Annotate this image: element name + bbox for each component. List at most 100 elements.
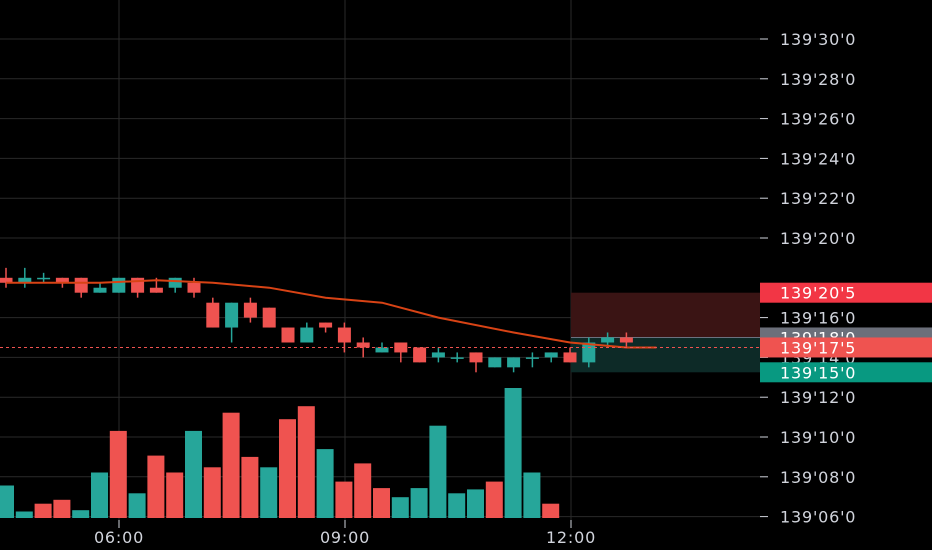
candle-body [149,287,163,293]
candle-body [225,302,239,328]
take-profit-zone [571,337,760,373]
candle [619,332,633,348]
candle [93,282,107,293]
volume-bar [279,419,296,518]
volume-bar [72,510,90,518]
candle [450,352,464,363]
last-price-label-text: 139'17'5 [780,338,856,357]
last-price-label-bg [760,337,932,358]
candle-body [488,357,502,368]
volume-bar [448,493,466,518]
candle [243,297,257,323]
candle-body [507,357,521,368]
stop-price-label: 139'20'5 [760,282,932,303]
volume-bar [34,503,52,518]
volume-bar [485,481,503,518]
volume-bar [297,406,315,518]
volume-bars [0,388,560,518]
candle [300,322,314,343]
moving-average-line [6,279,657,349]
candle-body [206,302,220,328]
candle-body [413,347,427,363]
target-price-label: 139'15'0 [760,362,932,383]
candle-body [168,277,182,288]
candle [18,267,32,288]
candle [507,357,521,373]
volume-bar [91,472,108,518]
candle-body [262,307,276,328]
grid-layer [0,0,760,520]
candle-body [619,337,633,343]
volume-bar [523,472,541,518]
volume-bar [147,455,165,518]
candle [74,277,88,298]
volume-bar [429,425,447,518]
x-tick-label: 12:00 [546,528,596,547]
candle-body [431,352,445,358]
time-axis[interactable]: 06:00 09:00 12:00 [94,520,596,547]
candle-body [55,277,69,283]
y-tick-label: 139'06'0 [780,508,856,527]
candle-body [563,352,577,363]
candle [319,322,333,333]
volume-bar [335,481,353,518]
candle [281,327,295,343]
volume-bar [373,488,390,518]
candle-body [469,352,483,363]
candle-body [243,302,257,318]
y-tick-label: 139'20'0 [780,229,856,248]
volume-bar [467,489,484,518]
candle [0,267,13,288]
candle-body [187,282,201,293]
candle [563,347,577,363]
candle-body [544,352,558,358]
volume-bar [166,472,184,518]
stop-price-label-text: 139'20'5 [780,284,856,303]
volume-bar [109,430,127,518]
stop-price-label-bg [760,282,932,303]
candle [544,352,558,363]
volume-bar [241,456,259,518]
candle [394,342,408,363]
y-tick-label: 139'22'0 [780,189,856,208]
candle [225,302,239,343]
candle-body [93,287,107,293]
y-tick-label: 139'28'0 [780,70,856,89]
volume-bar [203,467,221,518]
candle [469,352,483,373]
candle-body [300,327,314,343]
target-price-label-bg [760,362,932,383]
candle-body [450,357,464,359]
candle [413,347,427,363]
candle-body [0,277,13,283]
candle-body [112,277,126,293]
price-axis[interactable]: 139'30'0 139'28'0 139'26'0 139'24'0 139'22'0… [760,30,856,527]
candle-body [394,342,408,353]
candle-body [18,277,32,283]
candle-body [582,342,596,363]
volume-bar [410,488,428,518]
volume-bar [185,430,202,518]
y-tick-label: 139'10'0 [780,428,856,447]
volume-bar [15,511,33,518]
volume-bar [542,503,560,518]
candle-body [525,357,539,359]
volume-bar [260,467,278,518]
stop-loss-zone [571,292,760,338]
candle [206,297,220,328]
y-tick-label: 139'24'0 [780,149,856,168]
last-price-label: 139'17'5 [760,337,932,358]
candle [582,337,596,368]
y-tick-label: 139'08'0 [780,468,856,487]
candle-body [37,277,51,280]
candle-body [601,337,615,343]
volume-bar [504,388,522,518]
volume-bar [222,412,240,518]
candle-body [281,327,295,343]
candle-body [74,277,88,293]
y-tick-label: 139'12'0 [780,388,856,407]
candle [37,272,51,283]
y-tick-label: 139'26'0 [780,110,856,129]
